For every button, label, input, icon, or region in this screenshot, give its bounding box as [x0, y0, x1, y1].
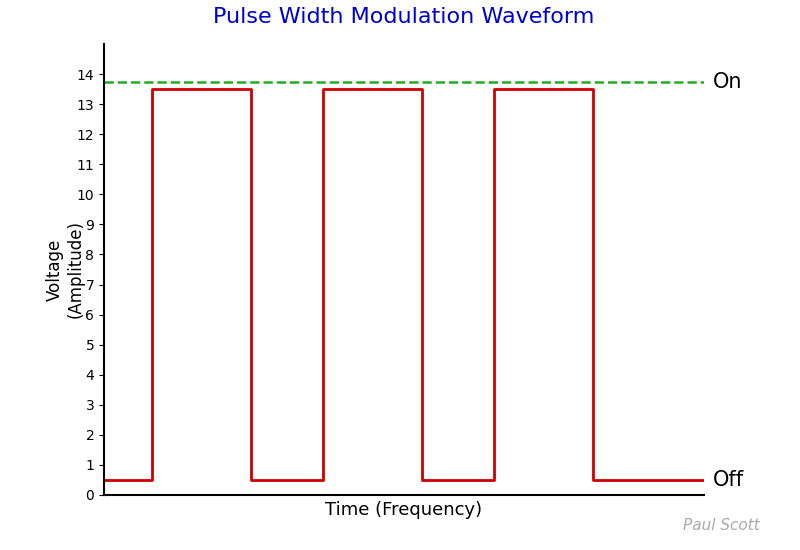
- Text: On: On: [713, 72, 742, 92]
- Text: Off: Off: [713, 470, 744, 490]
- X-axis label: Time (Frequency): Time (Frequency): [326, 500, 482, 519]
- Title: Pulse Width Modulation Waveform: Pulse Width Modulation Waveform: [214, 7, 594, 27]
- Text: Paul Scott: Paul Scott: [683, 519, 760, 534]
- Y-axis label: Voltage
(Amplitude): Voltage (Amplitude): [46, 221, 85, 318]
